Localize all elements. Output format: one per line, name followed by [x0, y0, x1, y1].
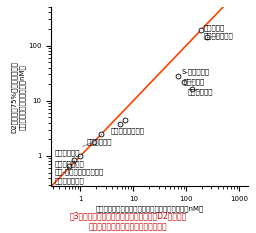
Text: モリンドン: モリンドン: [183, 79, 205, 85]
Text: チオリダジン: チオリダジン: [55, 142, 94, 156]
X-axis label: 脳脊髄液や血しょう中の抗精神病薬の治療濃度（nM）: 脳脊髄液や血しょう中の抗精神病薬の治療濃度（nM）: [96, 205, 204, 212]
Text: ペルフェナジン: ペルフェナジン: [55, 166, 85, 184]
Text: シス-フルペンチキソール: シス-フルペンチキソール: [55, 160, 104, 175]
Text: S-スルピリド: S-スルピリド: [178, 69, 210, 76]
Text: ハロペリドール: ハロペリドール: [55, 156, 85, 167]
Text: 図3．いろいろな抗精神病薬の有効濃度とD2受容体の
占拠率との関係を示したシーマンの図: 図3．いろいろな抗精神病薬の有効濃度とD2受容体の 占拠率との関係を示したシーマ…: [69, 212, 187, 232]
Text: レモキシプリド: レモキシプリド: [204, 33, 233, 39]
Text: クロザピン: クロザピン: [201, 24, 225, 31]
Text: オランザピン: オランザピン: [187, 89, 213, 95]
Text: クロルプロマジン: クロルプロマジン: [111, 124, 145, 134]
Y-axis label: D2受容体の75%を占拠するのに
必要な抗精神病薬の濃度（nM）: D2受容体の75%を占拠するのに 必要な抗精神病薬の濃度（nM）: [11, 61, 25, 133]
Text: ラクロプリド: ラクロプリド: [87, 134, 112, 145]
